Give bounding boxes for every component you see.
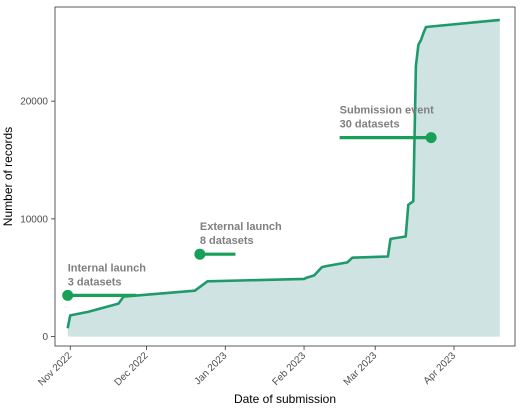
annotation: Internal launch 3 datasets xyxy=(62,262,146,301)
x-tick-label: Mar 2023 xyxy=(342,350,380,388)
annotation: Submission event 30 datasets xyxy=(339,105,437,144)
annotation-marker xyxy=(425,132,437,144)
x-tick-label: Feb 2023 xyxy=(271,350,309,388)
x-axis: Nov 2022 Dec 2022 Jan 2023 Feb 2023 Mar 2023… xyxy=(36,346,458,388)
y-tick-label: 0 xyxy=(42,332,48,343)
annotations: Internal launch 3 datasets External launch… xyxy=(62,105,437,301)
annotation-subtitle: 30 datasets xyxy=(340,119,400,131)
annotation-marker xyxy=(194,248,206,260)
records-area xyxy=(67,19,500,337)
annotation-title: Internal launch xyxy=(68,262,147,274)
y-tick-label: 20000 xyxy=(20,97,48,108)
x-tick-label: Dec 2022 xyxy=(113,350,151,388)
annotation-title: External launch xyxy=(200,221,282,233)
x-tick-label: Apr 2023 xyxy=(422,350,459,387)
y-axis: 0 10000 20000 xyxy=(20,97,55,343)
x-tick-label: Jan 2023 xyxy=(193,350,230,387)
annotation-marker xyxy=(62,289,74,301)
annotation-subtitle: 8 datasets xyxy=(200,235,254,247)
annotation: External launch 8 datasets xyxy=(194,221,282,260)
y-tick-label: 10000 xyxy=(20,214,48,225)
y-axis-title: Number of records xyxy=(1,127,15,226)
x-tick-label: Nov 2022 xyxy=(36,350,74,388)
annotation-subtitle: 3 datasets xyxy=(68,276,122,288)
x-axis-title: Date of submission xyxy=(234,392,336,406)
annotation-title: Submission event xyxy=(340,105,434,117)
